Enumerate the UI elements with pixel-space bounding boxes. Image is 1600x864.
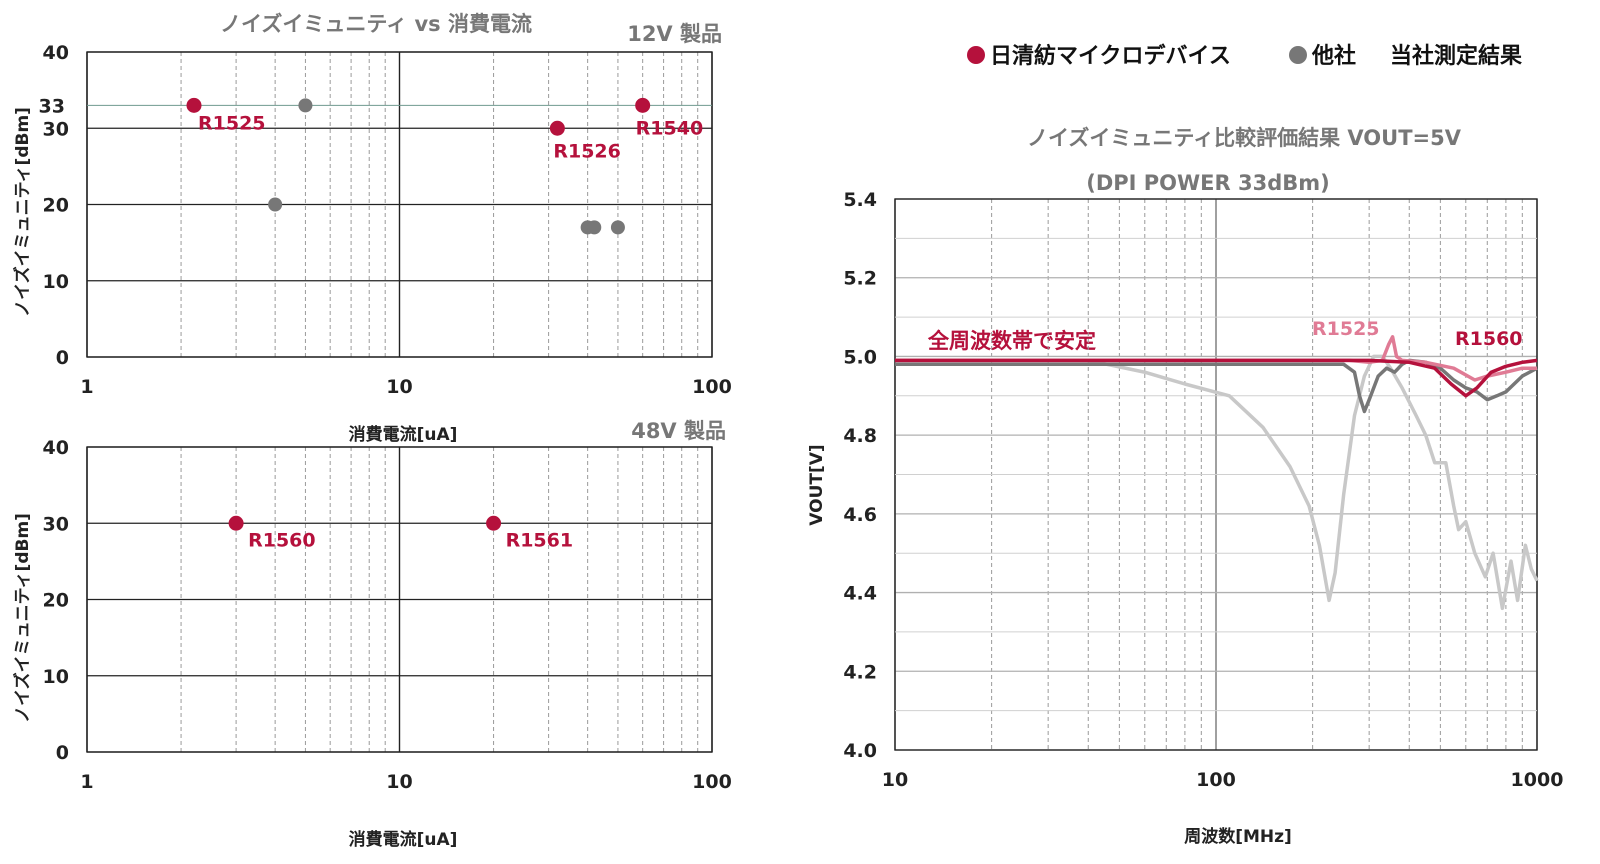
chart3-xlabel: 周波数[MHz] xyxy=(1184,826,1292,847)
chart1-ylabel: ノイズイミュニティ[dBm] xyxy=(12,107,33,317)
chart1-xtick-label: 10 xyxy=(386,376,412,398)
chart2-ytick-label: 20 xyxy=(43,590,69,612)
chart1-ytick-label-extra: 33 xyxy=(39,95,65,117)
chart2-xtick-label: 100 xyxy=(692,771,732,793)
chart2-xlabel: 消費電流[uA] xyxy=(349,829,458,850)
chart1-point-label: R1526 xyxy=(553,140,621,162)
chart2-point-label: R1561 xyxy=(506,529,574,551)
chart2-point-nisshinbo xyxy=(486,515,502,531)
chart2-xtick-label: 1 xyxy=(80,771,93,793)
chart2-ytick-label: 0 xyxy=(56,742,69,764)
chart3-plot: 4.0 4.2 4.4 4.6 4.8 5.0 5.2 5.4 10 100 1000 R1525 R1… xyxy=(843,189,1563,791)
legend-other-marker xyxy=(1289,46,1307,64)
chart1-point-nisshinbo xyxy=(635,97,651,113)
chart3-line-other-light xyxy=(895,354,1539,611)
chart3-ytick-label: 4.8 xyxy=(843,425,877,447)
chart2-plot-frame xyxy=(86,446,713,753)
chart1-xtick-label: 100 xyxy=(692,376,732,398)
chart2-ytick-label: 10 xyxy=(43,666,69,688)
chart1-point-other xyxy=(587,220,602,235)
chart1-ytick-label: 0 xyxy=(56,347,69,369)
chart3-ylabel: VOUT[V] xyxy=(807,444,827,525)
chart3-series-label-r1525: R1525 xyxy=(1312,318,1380,340)
chart3-xtick-label: 10 xyxy=(882,769,908,791)
chart1-plot-frame xyxy=(86,51,713,358)
legend-result-label: 当社測定結果 xyxy=(1390,43,1522,69)
chart2-point-label: R1560 xyxy=(248,529,316,551)
chart1-title: ノイズイミュニティ vs 消費電流 xyxy=(220,12,532,36)
chart3-ytick-label: 4.4 xyxy=(843,583,877,605)
chart1-point-other xyxy=(298,98,313,113)
chart3-ytick-label: 5.4 xyxy=(843,189,877,211)
chart2-xtick-label: 10 xyxy=(386,771,412,793)
chart3-xtick-label: 1000 xyxy=(1511,769,1564,791)
chart1-subtitle: 12V 製品 xyxy=(627,22,722,46)
chart3-title: ノイズイミュニティ比較評価結果 VOUT=5V xyxy=(1027,126,1462,150)
chart1-ytick-label: 10 xyxy=(43,271,69,293)
chart2-point-nisshinbo xyxy=(228,515,244,531)
chart1-point-label: R1540 xyxy=(636,117,704,139)
chart1-plot: 0 10 20 30 40 1 10 100 33 R1525 R1526 R1540 xyxy=(39,42,732,398)
chart2-ylabel: ノイズイミュニティ[dBm] xyxy=(12,513,33,723)
chart1-ytick-label: 30 xyxy=(43,118,69,140)
chart2-ytick-label: 30 xyxy=(43,513,69,535)
legend-nisshinbo-label: 日清紡マイクロデバイス xyxy=(990,43,1231,69)
chart2-ytick-label: 40 xyxy=(43,437,69,459)
chart1-xlabel: 消費電流[uA] xyxy=(349,424,458,445)
chart1-point-other xyxy=(610,220,625,235)
chart1-point-label: R1525 xyxy=(198,112,266,134)
chart3-ytick-label: 5.0 xyxy=(843,346,877,368)
legend-nisshinbo-marker xyxy=(967,46,985,64)
chart1-point-other xyxy=(268,197,283,212)
chart3-ytick-label: 4.6 xyxy=(843,504,877,526)
chart2-plot: 0 10 20 30 40 1 10 100 R1560 R1561 xyxy=(43,437,732,793)
chart3-annotation: 全周波数帯で安定 xyxy=(927,329,1096,353)
chart3-xtick-label: 100 xyxy=(1196,769,1236,791)
legend-other-label: 他社 xyxy=(1311,43,1356,69)
chart3-line-r1560 xyxy=(895,358,1538,398)
chart3-subtitle: (DPI POWER 33dBm) xyxy=(1086,171,1330,195)
chart1-ytick-label: 20 xyxy=(43,195,69,217)
chart3-line-other-dark xyxy=(895,358,1538,414)
chart3-ytick-label: 4.0 xyxy=(843,740,877,762)
chart3-ytick-label: 5.2 xyxy=(843,268,877,290)
chart1-point-nisshinbo xyxy=(549,120,565,136)
chart3-series-label-r1560: R1560 xyxy=(1455,328,1523,350)
chart2-subtitle: 48V 製品 xyxy=(631,419,726,443)
chart1-point-nisshinbo xyxy=(186,97,202,113)
chart3-ytick-label: 4.2 xyxy=(843,661,877,683)
chart1-xtick-label: 1 xyxy=(80,376,93,398)
chart1-ytick-label: 40 xyxy=(43,42,69,64)
